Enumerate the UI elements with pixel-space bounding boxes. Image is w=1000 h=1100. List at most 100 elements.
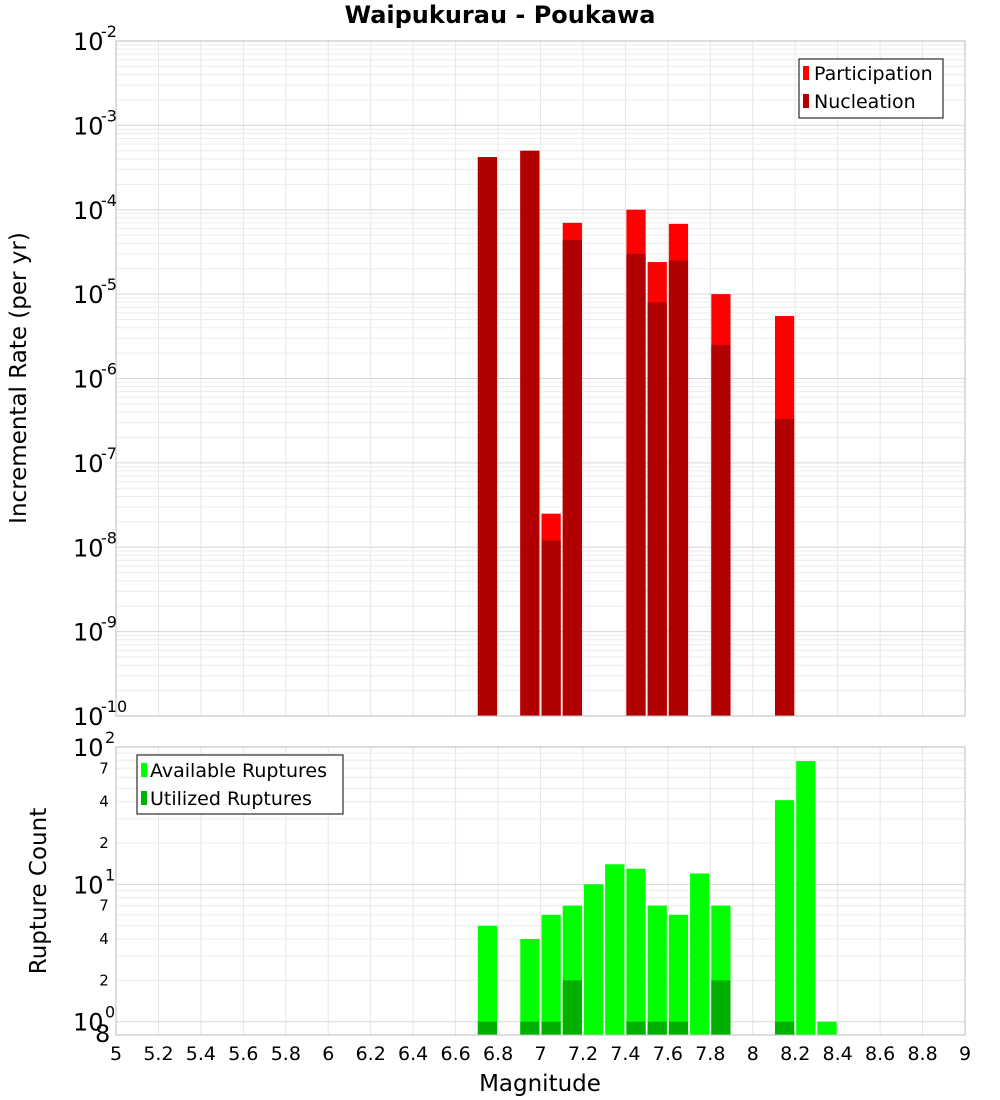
- x-tick-label: 7.8: [695, 1043, 725, 1065]
- bottom-series2-bar: [626, 1021, 646, 1035]
- top-series2-bar: [711, 344, 731, 716]
- bottom-series1-bar: [626, 868, 646, 1035]
- x-tick-label: 6.2: [356, 1043, 386, 1065]
- x-tick-label: 5.6: [228, 1043, 258, 1065]
- bottom-y-tick-label: 10: [73, 734, 104, 762]
- bottom-y-minor-tick-label: 7: [99, 897, 109, 915]
- top-y-tick-exponent: -6: [101, 360, 117, 379]
- bottom-series2-bar: [541, 1021, 561, 1035]
- x-tick-label: 5: [110, 1043, 122, 1065]
- x-tick-label: 6.6: [440, 1043, 470, 1065]
- top-y-tick-label: 10: [73, 281, 104, 309]
- top-y-tick-label: 10: [73, 366, 104, 394]
- x-tick-label: 7: [534, 1043, 546, 1065]
- x-tick-label: 8.4: [823, 1043, 853, 1065]
- x-tick-labels: 5 5.2 5.4 5.6 5.8 6 6.2 6.4 6.6 6.8 7 7.2 7.4 7.6 7.8 8…: [110, 1043, 971, 1065]
- top-series2-bar: [668, 260, 689, 716]
- nucleation-legend-swatch: [803, 94, 809, 108]
- top-y-tick-exponent: -7: [101, 444, 117, 463]
- x-tick-label: 7.2: [568, 1043, 598, 1065]
- bottom-y-tick-exponent: 2: [105, 728, 115, 747]
- top-plot-grid: [115, 41, 966, 717]
- x-tick-label: 8.2: [780, 1043, 810, 1065]
- top-y-tick-label: 10: [73, 112, 104, 140]
- bottom-series1-bar: [583, 884, 604, 1035]
- top-series2-bar: [477, 157, 498, 717]
- top-series2-bar: [626, 253, 646, 716]
- chart-title: Waipukurau - Poukawa: [345, 1, 656, 29]
- bottom-legend-box: [136, 754, 344, 815]
- top-y-tick-label: 10: [73, 534, 104, 562]
- top-y-tick-label: 10: [73, 28, 104, 56]
- top-plot-frame: [115, 40, 966, 717]
- bottom-plot-frame: [115, 746, 966, 1036]
- bottom-series1-bar: [477, 925, 498, 1035]
- top-plot-bars: [477, 150, 795, 717]
- bottom-series1-bar: [605, 864, 625, 1035]
- bottom-y-tick-label: 10: [73, 871, 104, 899]
- x-tick-label: 8.6: [865, 1043, 895, 1065]
- bottom-y-minor-tick-label: 7: [99, 759, 109, 777]
- bottom-series1-bar: [541, 914, 561, 1035]
- top-y-tick-exponent: -9: [101, 613, 117, 632]
- bottom-series1-bar: [774, 800, 795, 1035]
- top-y-tick-label: 10: [73, 450, 104, 478]
- top-series2-bar: [647, 302, 667, 716]
- bottom-series1-bar: [520, 939, 540, 1035]
- bottom-y-minor-tick-label: 2: [99, 971, 109, 989]
- top-y-tick-label: 10: [73, 703, 104, 731]
- bottom-y-tick-exponent: 0: [105, 1003, 115, 1022]
- participation-legend-label: Participation: [814, 63, 933, 85]
- x-tick-label: 8.8: [907, 1043, 937, 1065]
- bottom-series2-bar: [520, 1021, 540, 1035]
- bottom-series2-bar: [562, 980, 582, 1035]
- x-tick-label: 8: [747, 1043, 759, 1065]
- bottom-series2-bar: [668, 1021, 689, 1035]
- bottom-y-minor-tick-label: 2: [99, 834, 109, 852]
- top-series2-bar: [520, 150, 540, 716]
- bottom-series1-bar: [647, 905, 667, 1035]
- top-legend-box: [798, 58, 944, 119]
- x-tick-label: 7.6: [653, 1043, 683, 1065]
- bottom-series1-bar: [668, 914, 689, 1035]
- top-y-tick-exponent: -10: [101, 697, 127, 716]
- bottom-series2-bar: [774, 1021, 795, 1035]
- bottom-y-minor-tick-label: 4: [99, 930, 109, 948]
- bottom-series1-bar: [796, 761, 816, 1035]
- bottom-y-min-label: 8: [95, 1020, 110, 1048]
- bottom-plot-bars: [477, 761, 837, 1035]
- top-y-tick-exponent: -2: [101, 22, 117, 41]
- top-series2-bar: [541, 540, 561, 716]
- bottom-y-axis-label: Rupture Count: [26, 808, 52, 974]
- available-ruptures-legend-swatch: [141, 763, 147, 777]
- x-tick-label: 7.4: [610, 1043, 640, 1065]
- top-y-axis-label: Incremental Rate (per yr): [6, 232, 32, 524]
- x-tick-label: 6.4: [398, 1043, 428, 1065]
- bottom-y-tick-label: 10: [73, 1009, 104, 1037]
- bottom-series1-bar: [690, 873, 710, 1035]
- available-ruptures-legend-label: Available Ruptures: [150, 760, 327, 782]
- nucleation-legend-label: Nucleation: [814, 91, 916, 113]
- top-y-tick-exponent: -3: [101, 106, 117, 125]
- top-y-tick-label: 10: [73, 197, 104, 225]
- top-series2-bar: [774, 419, 795, 716]
- bottom-y-tick-exponent: 1: [105, 865, 115, 884]
- x-tick-label: 5.4: [186, 1043, 216, 1065]
- top-y-tick-exponent: -5: [101, 275, 117, 294]
- top-y-tick-exponent: -4: [101, 191, 117, 210]
- top-legend: Participation Nucleation: [798, 58, 944, 119]
- top-y-tick-exponent: -8: [101, 528, 117, 547]
- participation-legend-swatch: [803, 66, 809, 80]
- x-tick-label: 6.8: [483, 1043, 513, 1065]
- utilized-ruptures-legend-swatch: [141, 791, 147, 805]
- x-tick-label: 5.8: [271, 1043, 301, 1065]
- x-tick-label: 6: [322, 1043, 334, 1065]
- x-tick-label: 9: [959, 1043, 971, 1065]
- bottom-series2-bar: [711, 980, 731, 1035]
- utilized-ruptures-legend-label: Utilized Ruptures: [150, 788, 312, 810]
- bottom-series2-bar: [647, 1021, 667, 1035]
- top-series2-bar: [562, 239, 582, 716]
